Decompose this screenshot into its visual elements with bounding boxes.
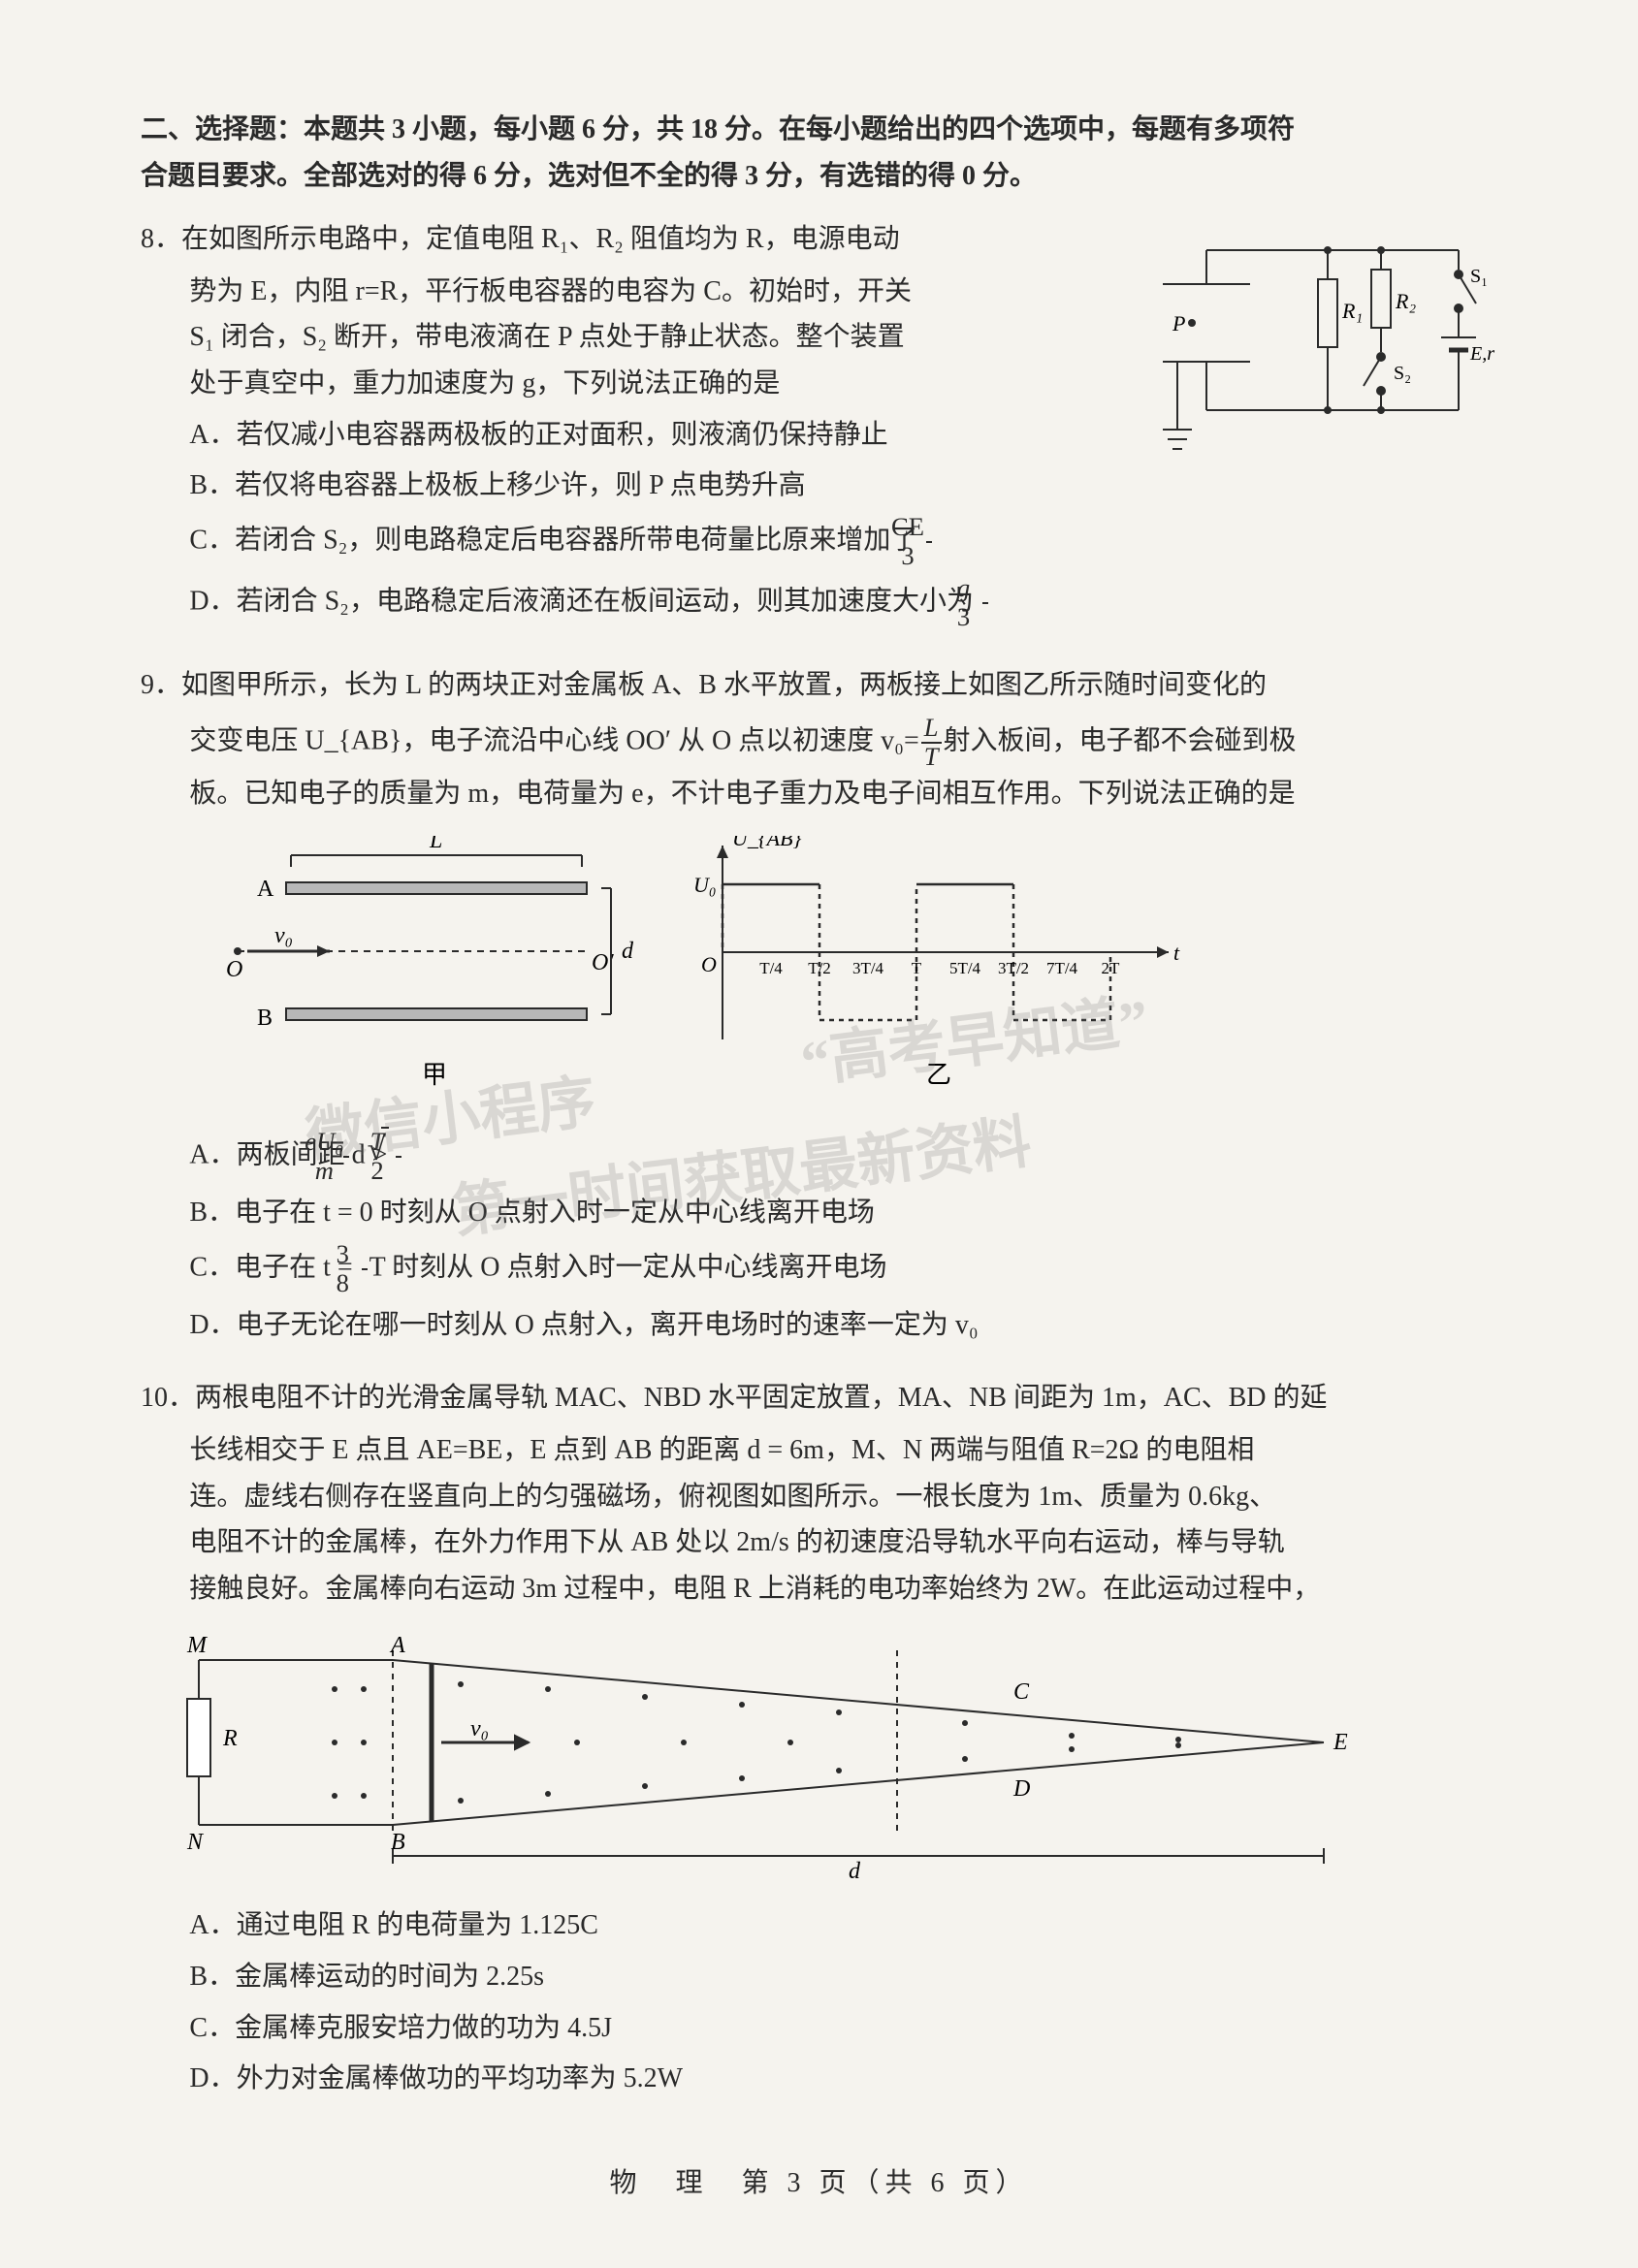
header-line2: 合题目要求。全部选对的得 6 分，选对但不全的得 3 分，有选错的得 0 分。 xyxy=(222,153,1497,200)
q8-l1: 在如图所示电路中，定值电阻 R₁、R₂ 阻值均为 R，电源电动 xyxy=(181,224,900,254)
svg-text:T: T xyxy=(912,959,922,977)
svg-text:D: D xyxy=(1012,1776,1030,1802)
q8-option-b: B．若仅将电容器上极板上移少许，则 P 点电势升高 xyxy=(189,463,1497,509)
svg-text:M: M xyxy=(186,1633,209,1658)
svg-text:O: O xyxy=(701,952,717,976)
q9-l2-frac: LT xyxy=(921,715,942,771)
q9-l1: 如图甲所示，长为 L 的两块正对金属板 A、B 水平放置，两板接上如图乙所示随时… xyxy=(181,670,1267,700)
svg-text:7T/4: 7T/4 xyxy=(1046,959,1078,977)
q9-c-pre: C．电子在 t = xyxy=(189,1252,359,1282)
frac-num: T xyxy=(396,1129,401,1158)
q10-option-b: B．金属棒运动的时间为 2.25s xyxy=(189,1954,1497,2000)
q9-stem-3: 板。已知电子的质量为 m，电荷量为 e，不计电子重力及电子间相互作用。下列说法正… xyxy=(141,771,1497,817)
q10-option-a: A．通过电阻 R 的电荷量为 1.125C xyxy=(189,1902,1497,1949)
q10-stem-5: 接触良好。金属棒向右运动 3m 过程中，电阻 R 上消耗的电功率始终为 2W。在… xyxy=(141,1566,1497,1613)
frac-num: 3 xyxy=(362,1241,368,1270)
q8-option-c: C．若闭合 S₂，则电路稳定后电容器所带电荷量比原来增加了 CE3 xyxy=(189,514,1497,570)
svg-text:v₀: v₀ xyxy=(470,1716,489,1741)
q10-stem-1: 10．两根电阻不计的光滑金属导轨 MAC、NBD 水平固定放置，MA、NB 间距… xyxy=(141,1375,1497,1421)
svg-text:N: N xyxy=(186,1830,205,1855)
q8-c-frac: CE3 xyxy=(926,514,932,570)
frac-num: CE xyxy=(926,514,932,543)
q10-num: 10． xyxy=(141,1383,195,1413)
q10-stem-2: 长线相交于 E 点且 AE=BE，E 点到 AB 的距离 d = 6m，M、N … xyxy=(141,1427,1497,1474)
question-10: 10．两根电阻不计的光滑金属导轨 MAC、NBD 水平固定放置，MA、NB 间距… xyxy=(141,1375,1497,2101)
q9-option-d: D．电子无论在哪一时刻从 O 点射入，离开电场时的速率一定为 v₀ xyxy=(189,1302,1497,1349)
q9-c-post: T 时刻从 O 点射入时一定从中心线离开电场 xyxy=(369,1252,887,1282)
svg-text:O: O xyxy=(226,957,242,982)
svg-text:A: A xyxy=(257,877,274,902)
svg-text:B: B xyxy=(391,1830,405,1855)
svg-text:R₁: R₁ xyxy=(1341,299,1363,323)
svg-text:R: R xyxy=(222,1726,238,1751)
q9-diagram: L A B O O′ v₀ d 甲 xyxy=(141,836,1497,1107)
q9-l2b: 射入板间，电子都不会碰到极 xyxy=(944,725,1297,755)
svg-text:A: A xyxy=(389,1633,405,1658)
q9-c-frac: 38 xyxy=(362,1241,368,1297)
svg-text:乙: 乙 xyxy=(926,1061,951,1089)
svg-text:3T/4: 3T/4 xyxy=(852,959,884,977)
q10-option-d: D．外力对金属棒做功的平均功率为 5.2W xyxy=(189,2056,1497,2102)
q9-option-a: A．两板间距 d > T2 eU₀m xyxy=(189,1127,1497,1185)
q8-d-frac: g3 xyxy=(982,575,988,631)
svg-text:E,r: E,r xyxy=(1469,343,1494,365)
svg-text:U₀: U₀ xyxy=(693,873,717,897)
q10-stem-4: 电阻不计的金属棒，在外力作用下从 AB 处以 2m/s 的初速度沿导轨水平向右运… xyxy=(141,1519,1497,1566)
q9-a-frac1: T2 xyxy=(396,1129,401,1185)
header-line1: 二、选择题：本题共 3 小题，每小题 6 分，共 18 分。在每小题给出的四个选… xyxy=(141,114,1295,144)
frac-num: L xyxy=(921,715,942,744)
q9-a-sqrt: eU₀m xyxy=(410,1127,424,1185)
svg-text:R₂: R₂ xyxy=(1395,289,1416,313)
frac-den: 3 xyxy=(982,604,988,631)
section-header: 二、选择题：本题共 3 小题，每小题 6 分，共 18 分。在每小题给出的四个选… xyxy=(141,107,1497,199)
frac-num: eU₀ xyxy=(343,1129,349,1158)
svg-text:3T/2: 3T/2 xyxy=(998,959,1029,977)
page-footer: 物 理 第 3 页（共 6 页） xyxy=(141,2160,1497,2207)
frac-den: 3 xyxy=(926,543,932,570)
q10-stem-3: 连。虚线右侧存在竖直向上的匀强磁场，俯视图如图所示。一根长度为 1m、质量为 0… xyxy=(141,1474,1497,1520)
q9-option-b: B．电子在 t = 0 时刻从 O 点射入时一定从中心线离开电场 xyxy=(189,1190,1497,1236)
frac-den: m xyxy=(343,1158,349,1185)
q9-num: 9． xyxy=(141,670,181,700)
svg-text:5T/4: 5T/4 xyxy=(949,959,981,977)
svg-text:T/2: T/2 xyxy=(808,959,831,977)
svg-text:U_{AB}: U_{AB} xyxy=(732,836,802,850)
frac-den: 8 xyxy=(362,1270,368,1297)
svg-text:E: E xyxy=(1333,1730,1348,1755)
q8-d-pre: D．若闭合 S₂，电路稳定后液滴还在板间运动，则其加速度大小为 xyxy=(189,586,974,616)
q10-option-c: C．金属棒克服安培力做的功为 4.5J xyxy=(189,2005,1497,2052)
q10-diagram: M N A B C D E R v₀ d xyxy=(141,1631,1497,1883)
q9-stem-2: 交变电压 U_{AB}，电子流沿中心线 OO′ 从 O 点以初速度 v₀=LT射… xyxy=(141,715,1497,771)
question-9: 9．如图甲所示，长为 L 的两块正对金属板 A、B 水平放置，两板接上如图乙所示… xyxy=(141,662,1497,1348)
svg-text:v₀: v₀ xyxy=(274,923,293,948)
svg-text:d: d xyxy=(622,939,634,964)
svg-text:T/4: T/4 xyxy=(759,959,783,977)
svg-text:C: C xyxy=(1013,1679,1030,1705)
svg-text:2T: 2T xyxy=(1102,959,1121,977)
q8-circuit-diagram: P R₁ R₂ S₁ S₂ E,r xyxy=(1139,226,1497,468)
frac-den: T xyxy=(921,744,942,771)
svg-text:d: d xyxy=(849,1859,861,1883)
svg-text:L: L xyxy=(429,836,442,853)
svg-text:B: B xyxy=(257,1006,273,1031)
q8-num: 8． xyxy=(141,224,181,254)
svg-text:t: t xyxy=(1173,941,1180,965)
svg-text:P: P xyxy=(1172,311,1185,335)
svg-text:甲: 甲 xyxy=(422,1061,447,1089)
frac-den: 2 xyxy=(396,1158,401,1185)
q9-l2a: 交变电压 U_{AB}，电子流沿中心线 OO′ 从 O 点以初速度 v₀= xyxy=(189,725,918,755)
q8-option-d: D．若闭合 S₂，电路稳定后液滴还在板间运动，则其加速度大小为 g3 xyxy=(189,575,1497,631)
question-8: P R₁ R₂ S₁ S₂ E,r 8．在如图所示电路中，定值电阻 R₁、R₂ … xyxy=(141,216,1497,635)
q9-option-c: C．电子在 t = 38T 时刻从 O 点射入时一定从中心线离开电场 xyxy=(189,1241,1497,1297)
svg-text:S₂: S₂ xyxy=(1394,363,1411,384)
q9-stem-1: 9．如图甲所示，长为 L 的两块正对金属板 A、B 水平放置，两板接上如图乙所示… xyxy=(141,662,1497,709)
q8-c-pre: C．若闭合 S₂，则电路稳定后电容器所带电荷量比原来增加了 xyxy=(189,525,917,555)
svg-text:S₁: S₁ xyxy=(1470,266,1488,287)
q10-l1: 两根电阻不计的光滑金属导轨 MAC、NBD 水平固定放置，MA、NB 间距为 1… xyxy=(195,1383,1328,1413)
frac-num: g xyxy=(982,575,988,604)
q9-a-pre: A．两板间距 d > xyxy=(189,1140,387,1170)
